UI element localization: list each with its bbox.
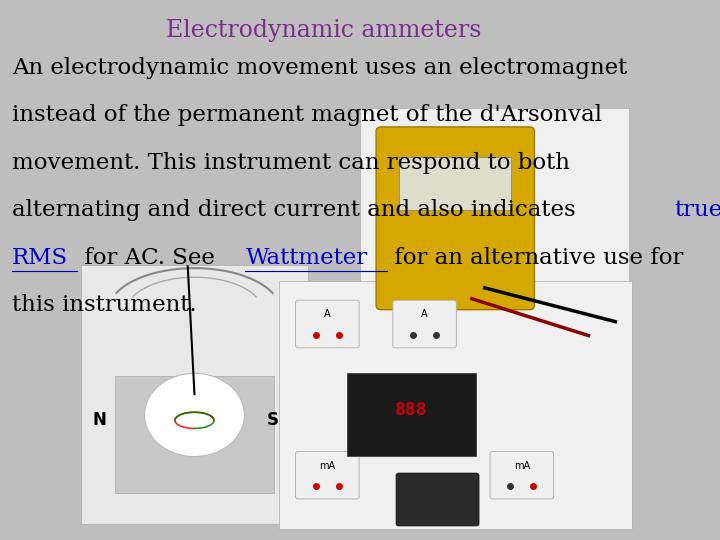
Text: for AC. See: for AC. See bbox=[77, 247, 222, 269]
Text: for an alternative use for: for an alternative use for bbox=[387, 247, 684, 269]
Text: Wattmeter: Wattmeter bbox=[246, 247, 368, 269]
Text: S: S bbox=[267, 411, 279, 429]
Text: N: N bbox=[92, 411, 107, 429]
Text: Electrodynamic ammeters: Electrodynamic ammeters bbox=[166, 19, 482, 42]
Text: A: A bbox=[324, 309, 330, 320]
FancyBboxPatch shape bbox=[279, 281, 632, 529]
Text: movement. This instrument can respond to both: movement. This instrument can respond to… bbox=[12, 152, 570, 174]
FancyBboxPatch shape bbox=[81, 265, 308, 524]
FancyBboxPatch shape bbox=[376, 127, 534, 309]
Text: An electrodynamic movement uses an electromagnet: An electrodynamic movement uses an elect… bbox=[12, 57, 627, 79]
Text: true: true bbox=[675, 199, 720, 221]
FancyBboxPatch shape bbox=[360, 108, 629, 340]
FancyBboxPatch shape bbox=[296, 451, 359, 499]
FancyBboxPatch shape bbox=[490, 451, 554, 499]
Text: this instrument.: this instrument. bbox=[12, 294, 197, 316]
Text: 888: 888 bbox=[395, 401, 428, 419]
Text: instead of the permanent magnet of the d'Arsonval: instead of the permanent magnet of the d… bbox=[12, 104, 602, 126]
FancyBboxPatch shape bbox=[296, 300, 359, 348]
Text: mA: mA bbox=[514, 461, 530, 471]
FancyBboxPatch shape bbox=[115, 376, 274, 492]
Text: RMS: RMS bbox=[12, 247, 68, 269]
Circle shape bbox=[145, 373, 244, 456]
FancyBboxPatch shape bbox=[399, 157, 511, 210]
Text: alternating and direct current and also indicates: alternating and direct current and also … bbox=[12, 199, 582, 221]
FancyBboxPatch shape bbox=[396, 473, 479, 526]
Text: A: A bbox=[421, 309, 428, 320]
Text: mA: mA bbox=[319, 461, 336, 471]
FancyBboxPatch shape bbox=[347, 373, 477, 456]
FancyBboxPatch shape bbox=[393, 300, 456, 348]
